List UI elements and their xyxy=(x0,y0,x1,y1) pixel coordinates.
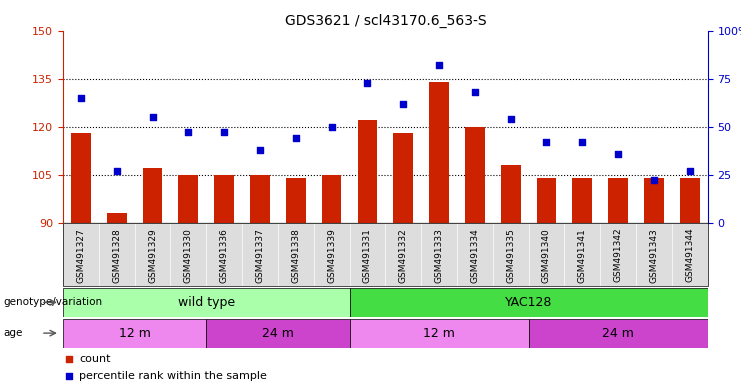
Text: GSM491335: GSM491335 xyxy=(506,228,515,283)
Bar xyxy=(214,175,234,223)
Bar xyxy=(636,223,672,286)
Text: 24 m: 24 m xyxy=(602,327,634,339)
Point xyxy=(147,114,159,120)
Bar xyxy=(242,223,278,286)
Point xyxy=(362,79,373,86)
Text: YAC128: YAC128 xyxy=(505,296,552,309)
Bar xyxy=(457,223,493,286)
Bar xyxy=(528,223,565,286)
Point xyxy=(325,124,337,130)
Bar xyxy=(680,178,700,223)
Bar xyxy=(350,319,528,348)
Text: percentile rank within the sample: percentile rank within the sample xyxy=(79,371,267,381)
Point xyxy=(110,168,122,174)
Text: GSM491331: GSM491331 xyxy=(363,228,372,283)
Text: GSM491330: GSM491330 xyxy=(184,228,193,283)
Text: GSM491340: GSM491340 xyxy=(542,228,551,283)
Bar xyxy=(358,120,377,223)
Text: wild type: wild type xyxy=(178,296,235,309)
Text: GSM491336: GSM491336 xyxy=(219,228,229,283)
Point xyxy=(290,135,302,141)
Text: GSM491334: GSM491334 xyxy=(471,228,479,283)
Text: genotype/variation: genotype/variation xyxy=(4,297,103,308)
Bar xyxy=(135,223,170,286)
Bar xyxy=(644,178,664,223)
Point xyxy=(397,101,409,107)
Text: GSM491327: GSM491327 xyxy=(76,228,85,283)
Bar xyxy=(63,223,99,286)
Text: GSM491344: GSM491344 xyxy=(685,228,694,282)
Bar xyxy=(600,223,636,286)
Bar xyxy=(429,82,449,223)
Bar xyxy=(493,223,528,286)
Bar xyxy=(565,223,600,286)
Bar xyxy=(179,175,198,223)
Bar xyxy=(350,223,385,286)
Bar xyxy=(63,288,350,317)
Bar xyxy=(421,223,457,286)
Bar xyxy=(206,223,242,286)
Bar xyxy=(107,213,127,223)
Point xyxy=(75,95,87,101)
Bar xyxy=(350,288,708,317)
Bar xyxy=(278,223,313,286)
Bar xyxy=(250,175,270,223)
Bar xyxy=(501,165,520,223)
Point xyxy=(469,89,481,95)
Text: GSM491333: GSM491333 xyxy=(434,228,444,283)
Point xyxy=(576,139,588,145)
Bar xyxy=(465,127,485,223)
Point xyxy=(684,168,696,174)
Text: GSM491339: GSM491339 xyxy=(327,228,336,283)
Bar xyxy=(143,168,162,223)
Bar xyxy=(672,223,708,286)
Point xyxy=(64,372,76,379)
Text: GSM491337: GSM491337 xyxy=(256,228,265,283)
Bar xyxy=(63,319,206,348)
Bar xyxy=(393,133,413,223)
Bar xyxy=(608,178,628,223)
Text: GSM491342: GSM491342 xyxy=(614,228,622,282)
Text: GSM491328: GSM491328 xyxy=(112,228,122,283)
Point xyxy=(505,116,516,122)
Bar xyxy=(206,319,350,348)
Point xyxy=(254,147,266,153)
Point xyxy=(433,62,445,68)
Bar xyxy=(313,223,350,286)
Bar xyxy=(99,223,135,286)
Bar xyxy=(528,319,708,348)
Text: GSM491329: GSM491329 xyxy=(148,228,157,283)
Text: GSM491343: GSM491343 xyxy=(649,228,659,283)
Text: GSM491332: GSM491332 xyxy=(399,228,408,283)
Point xyxy=(182,129,194,136)
Point xyxy=(218,129,230,136)
Text: 12 m: 12 m xyxy=(119,327,150,339)
Text: 12 m: 12 m xyxy=(423,327,455,339)
Bar xyxy=(322,175,342,223)
Point xyxy=(612,151,624,157)
Text: count: count xyxy=(79,354,110,364)
Bar xyxy=(71,133,90,223)
Point xyxy=(648,177,659,184)
Text: age: age xyxy=(4,328,23,338)
Text: GSM491338: GSM491338 xyxy=(291,228,300,283)
Title: GDS3621 / scl43170.6_563-S: GDS3621 / scl43170.6_563-S xyxy=(285,14,486,28)
Text: GSM491341: GSM491341 xyxy=(578,228,587,283)
Point xyxy=(540,139,552,145)
Bar xyxy=(573,178,592,223)
Bar xyxy=(536,178,556,223)
Bar xyxy=(286,178,305,223)
Bar xyxy=(385,223,421,286)
Bar xyxy=(170,223,206,286)
Text: 24 m: 24 m xyxy=(262,327,294,339)
Point xyxy=(64,356,76,362)
